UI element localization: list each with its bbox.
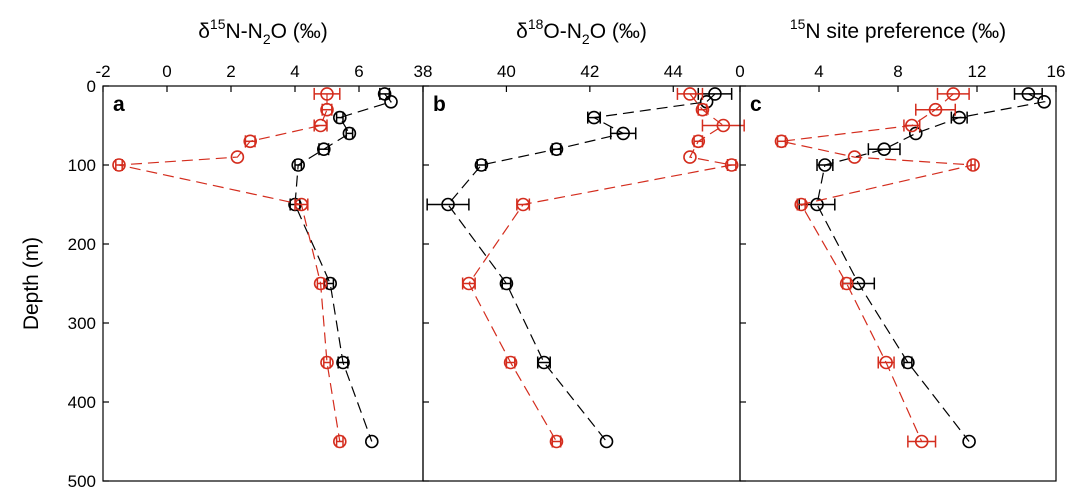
data-point xyxy=(966,158,980,172)
data-point xyxy=(1037,95,1051,109)
data-point xyxy=(616,126,631,141)
panel-letter-c: c xyxy=(750,93,762,116)
x-tick-label: 44 xyxy=(664,62,683,81)
data-point xyxy=(291,158,306,172)
data-point xyxy=(952,110,967,125)
x-tick-label: 8 xyxy=(893,62,902,81)
y-tick-label: 200 xyxy=(68,235,96,254)
panel-letter-b: b xyxy=(433,93,446,116)
data-point xyxy=(441,197,455,212)
y-tick-label: 100 xyxy=(68,156,96,175)
data-point xyxy=(313,118,328,133)
data-point xyxy=(683,150,697,164)
data-point xyxy=(549,142,564,156)
data-point xyxy=(320,102,334,117)
x-tick-label: 12 xyxy=(968,62,987,81)
y-tick-label: 0 xyxy=(87,77,96,96)
panel-letter-a: a xyxy=(113,93,125,116)
data-point xyxy=(914,434,929,449)
data-point xyxy=(695,102,710,117)
x-tick-label: 40 xyxy=(497,62,516,81)
data-point xyxy=(336,355,350,370)
series-line-a-1 xyxy=(118,93,341,442)
data-point xyxy=(364,434,379,449)
data-point xyxy=(294,197,309,212)
y-axis-title: Depth (m) xyxy=(20,237,43,330)
data-point xyxy=(946,87,961,101)
y-tick-label: 400 xyxy=(68,393,96,412)
panel-frame-c xyxy=(739,85,1057,482)
data-point xyxy=(516,197,530,212)
data-point xyxy=(683,87,697,101)
x-tick-label: 42 xyxy=(580,62,599,81)
data-point xyxy=(320,355,334,370)
data-point xyxy=(708,87,722,101)
data-point xyxy=(599,434,614,449)
x-tick-label: 4 xyxy=(290,62,299,81)
data-point xyxy=(474,158,489,172)
x-tick-label: 6 xyxy=(354,62,363,81)
data-point xyxy=(691,134,706,149)
data-point xyxy=(847,150,862,164)
data-point xyxy=(462,276,476,291)
data-point xyxy=(537,355,551,370)
x-tick-label: 16 xyxy=(1047,62,1066,81)
data-point xyxy=(905,118,919,133)
series-line-b-0 xyxy=(447,93,716,442)
panel-frame-a xyxy=(102,85,424,482)
series-line-a-0 xyxy=(294,93,393,442)
data-point xyxy=(332,434,347,449)
data-point xyxy=(928,102,943,117)
data-point xyxy=(332,110,347,125)
x-tick-label: 4 xyxy=(814,62,823,81)
panel-title-a: δ15N-N2O (‰) xyxy=(198,16,328,47)
data-point xyxy=(503,355,518,370)
x-tick-label: 2 xyxy=(226,62,235,81)
y-tick-label: 300 xyxy=(68,314,96,333)
data-point xyxy=(716,118,731,133)
x-tick-label: -2 xyxy=(95,62,110,81)
data-point xyxy=(243,134,257,149)
data-point xyxy=(112,158,126,172)
data-point xyxy=(342,126,357,141)
data-point xyxy=(230,150,245,164)
data-point xyxy=(877,142,891,156)
data-point xyxy=(316,142,331,156)
series-line-c-1 xyxy=(781,93,974,442)
data-point xyxy=(901,355,915,370)
data-point xyxy=(587,110,601,125)
data-point xyxy=(810,197,824,212)
data-point xyxy=(908,126,923,141)
data-point xyxy=(879,355,893,370)
data-point xyxy=(1021,87,1036,101)
y-tick-label: 500 xyxy=(68,472,96,489)
x-tick-label: 0 xyxy=(162,62,171,81)
data-point xyxy=(549,434,564,449)
data-point xyxy=(774,134,789,149)
data-point xyxy=(794,197,809,212)
x-tick-label: 38 xyxy=(414,62,433,81)
series-line-c-0 xyxy=(816,93,1047,442)
series-line-b-1 xyxy=(468,93,732,442)
x-tick-label: 0 xyxy=(735,62,744,81)
data-point xyxy=(384,95,398,109)
data-point xyxy=(320,87,334,101)
data-point xyxy=(818,158,832,172)
data-point xyxy=(313,276,328,291)
data-point xyxy=(962,434,976,449)
data-point xyxy=(839,276,854,291)
data-point xyxy=(724,158,739,172)
panel-title-c: 15N site preference (‰) xyxy=(790,16,1006,43)
data-point xyxy=(499,276,514,291)
panel-title-b: δ18O-N2O (‰) xyxy=(516,16,647,47)
